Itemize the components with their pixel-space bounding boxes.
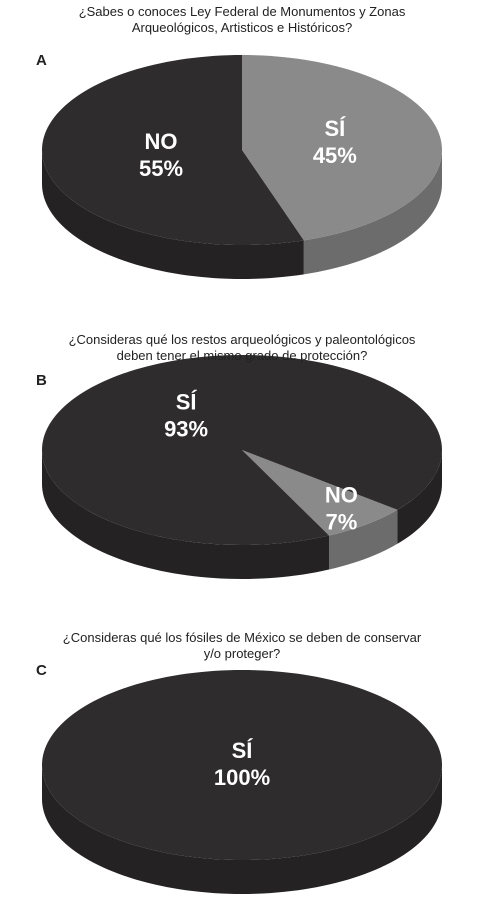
- slice: [42, 670, 442, 860]
- slice-category: SÍ: [232, 738, 254, 763]
- chart-title: ¿Consideras qué los restos arqueológicos…: [68, 332, 416, 363]
- slice-category: SÍ: [324, 116, 346, 141]
- chart-title: ¿Consideras qué los fósiles de México se…: [62, 630, 422, 661]
- slice: [42, 355, 442, 545]
- chart-title: ¿Sabes o conoces Ley Federal de Monument…: [78, 4, 406, 35]
- slice: [42, 55, 304, 245]
- panel-label: B: [36, 372, 47, 389]
- slice-side: [42, 765, 442, 894]
- slice-category: NO: [325, 482, 358, 507]
- slice-side: [42, 150, 304, 279]
- slice-value-label: 100%: [214, 765, 270, 790]
- slice-category: NO: [145, 129, 178, 154]
- panel-label: A: [36, 52, 47, 69]
- slice-category: SÍ: [176, 389, 198, 414]
- slice-value-label: 55%: [139, 156, 183, 181]
- slice-value-label: 45%: [313, 143, 357, 168]
- slice-side: [303, 150, 442, 275]
- panel-label: C: [36, 662, 47, 679]
- slice: [242, 450, 398, 536]
- slice: [242, 55, 442, 241]
- slice-side: [42, 450, 330, 579]
- slice-side: [329, 509, 398, 570]
- slice-value-label: 7%: [325, 509, 357, 534]
- slice-side: [397, 450, 442, 544]
- slice-value-label: 93%: [164, 416, 208, 441]
